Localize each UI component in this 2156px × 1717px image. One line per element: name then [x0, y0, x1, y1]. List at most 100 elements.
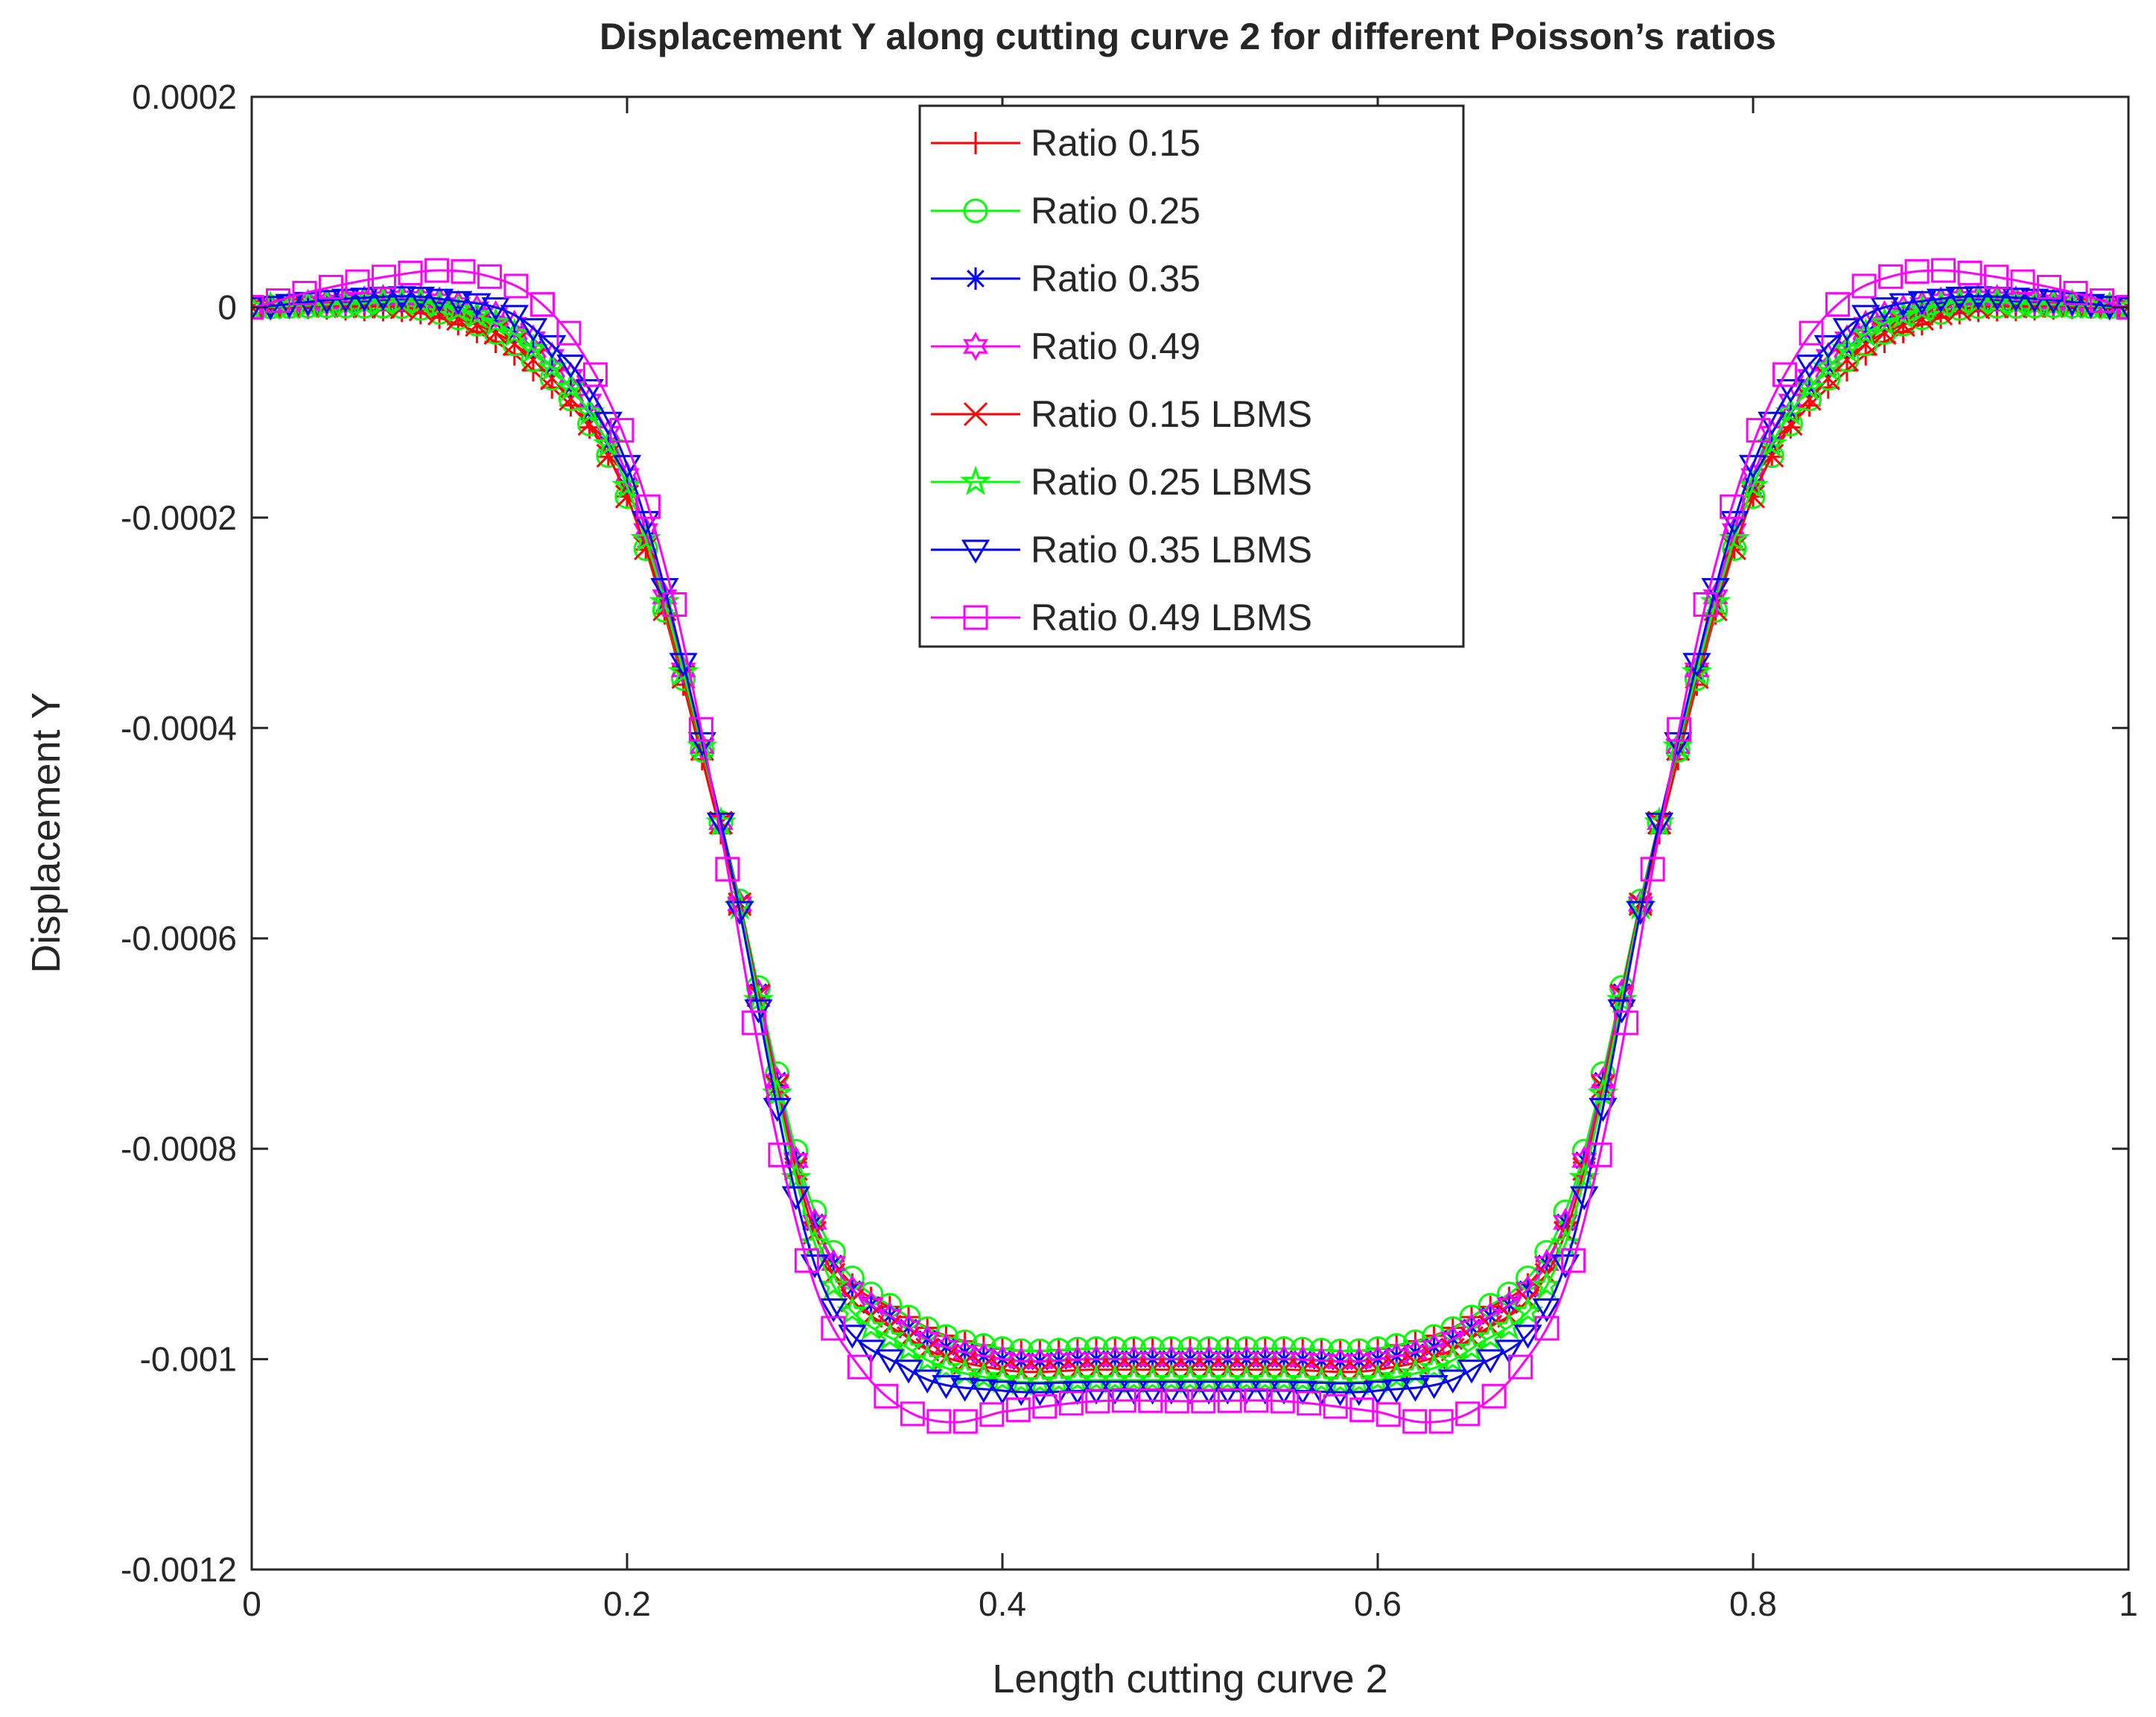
data-point-marker — [1476, 1349, 1505, 1374]
legend-label: Ratio 0.25 LBMS — [1031, 461, 1312, 503]
series-line — [252, 300, 2128, 1384]
data-point-marker — [952, 1337, 978, 1367]
data-point-marker — [926, 1409, 952, 1434]
data-point-marker — [1587, 1142, 1612, 1167]
data-point-marker — [292, 281, 317, 306]
data-point-marker — [1478, 1301, 1504, 1331]
data-point-marker — [1326, 1382, 1355, 1406]
data-point-marker — [371, 264, 396, 290]
data-point-marker — [573, 396, 605, 426]
data-point-marker — [1878, 264, 1904, 289]
legend-item: Ratio 0.35 LBMS — [931, 529, 1312, 571]
legend-marker — [963, 402, 988, 427]
data-point-marker — [477, 264, 502, 289]
data-point-marker — [1795, 354, 1824, 379]
data-point-marker — [1718, 522, 1750, 553]
data-point-marker — [1682, 653, 1711, 677]
data-point-marker — [1812, 351, 1844, 381]
data-point-marker — [1382, 1379, 1411, 1403]
data-point-marker — [398, 260, 423, 285]
data-point-marker — [1085, 1388, 1110, 1414]
data-point-marker — [1926, 288, 1956, 313]
data-point-marker — [424, 258, 449, 283]
data-point-marker — [1270, 1388, 1295, 1414]
data-point-marker — [1775, 396, 1807, 426]
data-point-marker — [1032, 1394, 1058, 1419]
data-point-marker — [536, 351, 568, 381]
legend-item: Ratio 0.15 LBMS — [931, 393, 1312, 435]
data-point-marker — [874, 1321, 906, 1351]
data-point-marker — [1164, 1388, 1189, 1414]
legend-marker — [960, 466, 991, 495]
data-point-marker — [1081, 1380, 1111, 1405]
data-point-marker — [1058, 1391, 1084, 1416]
data-point-marker — [912, 1344, 944, 1374]
data-point-marker — [838, 1324, 867, 1349]
data-point-marker — [1191, 1388, 1216, 1414]
data-point-marker — [350, 288, 379, 312]
data-point-marker — [932, 1374, 961, 1400]
data-point-marker — [836, 1295, 868, 1325]
data-point-marker — [1457, 1359, 1486, 1384]
data-point-marker — [1760, 443, 1784, 468]
x-tick-label: 0.6 — [1354, 1584, 1402, 1623]
data-point-marker — [1007, 1382, 1036, 1406]
data-point-marker — [1437, 1344, 1469, 1374]
y-axis-label: Displacement Y — [24, 692, 69, 973]
legend: Ratio 0.15 Ratio 0.25 Ratio 0.35 Ratio 0.49… — [918, 104, 1465, 648]
data-point-marker — [634, 536, 658, 561]
data-point-marker — [725, 901, 754, 925]
data-point-marker — [265, 288, 290, 314]
legend-marker — [964, 132, 987, 154]
data-point-marker — [662, 592, 687, 618]
y-tick-label: -0.0004 — [121, 708, 237, 747]
data-point-marker — [630, 522, 662, 553]
data-point-marker — [1693, 592, 1718, 618]
data-point-marker — [462, 293, 492, 317]
data-point-marker — [1481, 1383, 1507, 1409]
legend-marker — [963, 198, 988, 223]
data-point-marker — [2010, 269, 2035, 294]
data-point-marker — [1419, 1374, 1449, 1400]
x-tick-label: 0.8 — [1729, 1584, 1777, 1623]
data-point-marker — [953, 1409, 978, 1434]
x-tick-label: 0 — [242, 1584, 261, 1623]
data-point-marker — [1323, 1394, 1348, 1419]
data-point-marker — [1825, 292, 1851, 317]
data-point-marker — [688, 717, 713, 742]
data-point-marker — [913, 1369, 942, 1394]
data-point-marker — [1834, 347, 1860, 372]
data-point-marker — [1512, 1295, 1544, 1325]
data-point-marker — [874, 1383, 899, 1409]
data-point-marker — [538, 334, 567, 360]
data-point-marker — [559, 387, 583, 411]
data-point-marker — [1720, 494, 1745, 519]
data-point-marker — [252, 296, 267, 322]
data-point-marker — [1493, 1310, 1525, 1341]
data-point-marker — [2037, 274, 2062, 299]
data-point-marker — [1138, 1380, 1167, 1405]
data-point-marker — [1831, 333, 1863, 363]
data-point-marker — [612, 454, 642, 479]
data-point-marker — [988, 1380, 1017, 1405]
data-point-marker — [1869, 306, 1901, 337]
series-line — [252, 295, 2128, 1394]
y-tick-label: 0.0002 — [132, 77, 237, 116]
data-point-marker — [1363, 1380, 1393, 1405]
data-point-marker — [1456, 1332, 1487, 1362]
legend-item: Ratio 0.49 LBMS — [931, 597, 1312, 638]
legend-item: Ratio 0.49 — [931, 326, 1201, 367]
data-point-marker — [1667, 717, 1692, 742]
legend-label: Ratio 0.35 — [1031, 258, 1201, 299]
data-point-marker — [1614, 1010, 1639, 1035]
data-point-marker — [2039, 290, 2068, 314]
data-point-marker — [1297, 1391, 1322, 1416]
data-point-marker — [480, 306, 512, 337]
data-point-marker — [1684, 655, 1710, 685]
data-point-marker — [1475, 1321, 1507, 1351]
legend-item: Ratio 0.35 — [931, 258, 1201, 299]
legend-item: Ratio 0.15 — [931, 122, 1201, 164]
legend-label: Ratio 0.49 LBMS — [1031, 597, 1312, 638]
data-point-marker — [821, 1315, 846, 1341]
data-point-marker — [1889, 293, 1918, 317]
